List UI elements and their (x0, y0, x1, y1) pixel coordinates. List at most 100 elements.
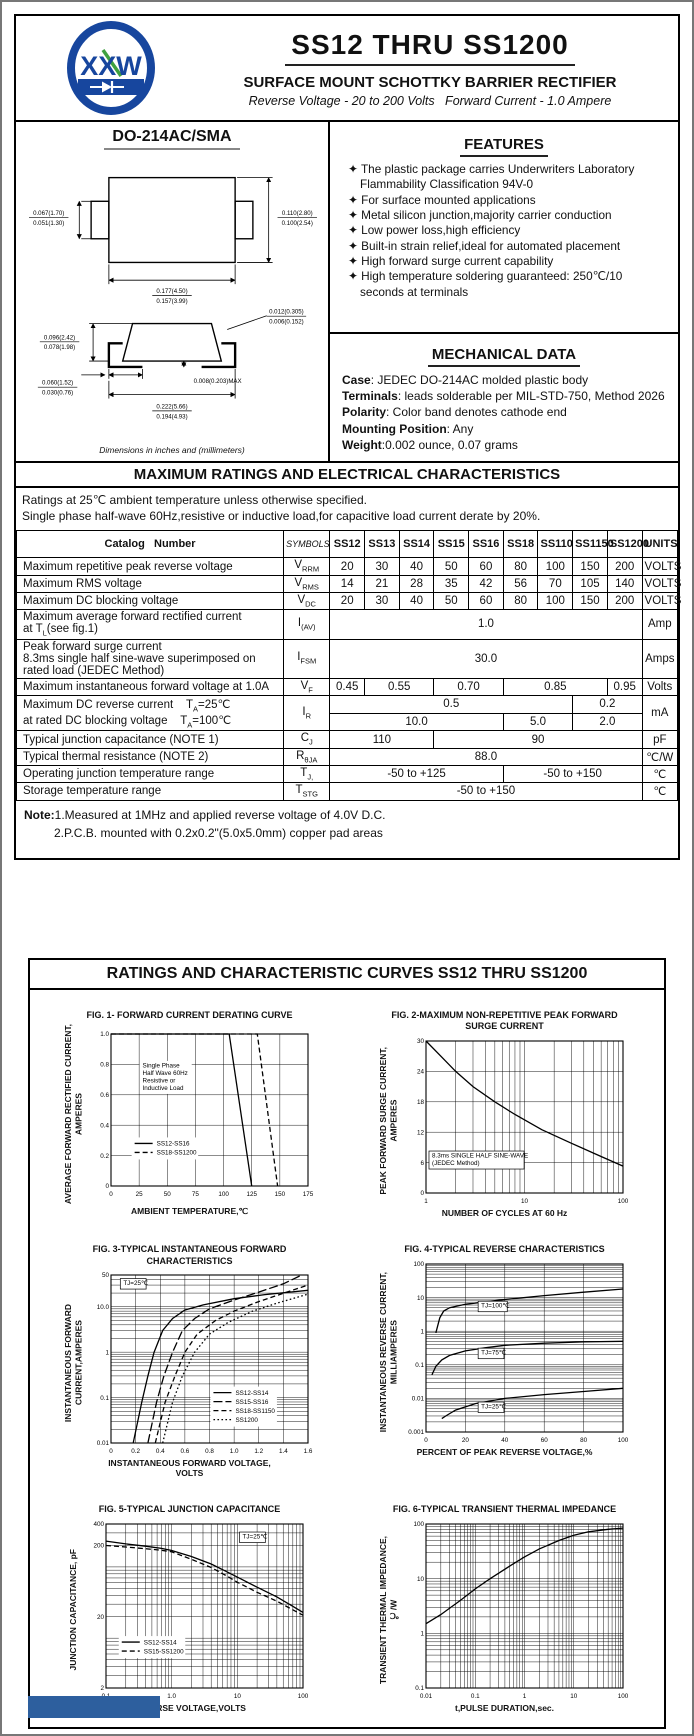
figure-2-plot: 8.3ms SINGLE HALF SINE-WAVE(JEDEC Method… (417, 1038, 629, 1205)
svg-text:1: 1 (424, 1198, 428, 1205)
note-line-1: Note:1.Measured at 1MHz and applied reve… (24, 807, 386, 822)
svg-text:100: 100 (618, 1693, 629, 1700)
mechanical-line: Mounting Position: Any (342, 421, 474, 436)
mechanical-section: MECHANICAL DATA Case: JEDEC DO-214AC mol… (330, 334, 678, 461)
svg-text:SS12-SS16: SS12-SS16 (157, 1141, 190, 1148)
table-cell: -50 to +150 (329, 782, 643, 801)
table-cell: 0.70 (433, 677, 504, 696)
svg-text:1.6: 1.6 (304, 1448, 313, 1455)
curves-section: RATINGS AND CHARACTERISTIC CURVES SS12 T… (28, 957, 666, 1730)
middle-row: DO-214AC/SMA (16, 120, 678, 461)
table-cell: Volts (641, 677, 679, 696)
table-row: Typical thermal resistance (NOTE 2) RθJA 8… (15, 747, 679, 767)
figure-4-title: FIG. 4-TYPICAL REVERSE CHARACTERISTICS (404, 1244, 605, 1255)
table-cell: Storage temperature range (15, 782, 285, 801)
table-row: Maximum DC reverse current TA=25℃ at rate… (15, 694, 679, 732)
dim-text: 0.222(5.66) (156, 403, 187, 410)
notes: Note:1.Measured at 1MHz and applied reve… (16, 801, 678, 858)
table-cell: CJ (283, 730, 331, 749)
table-cell: VDC (283, 591, 331, 611)
table-cell: 28 (398, 574, 435, 593)
svg-text:TJ=25℃: TJ=25℃ (242, 1534, 267, 1541)
table-cell: 5.0 (502, 712, 574, 732)
column-header: SS18 (502, 530, 539, 559)
svg-text:10: 10 (417, 1576, 425, 1583)
mechanical-line: Terminals: leads solderable per MIL-STD-… (342, 389, 665, 404)
rating-line: Reverse Voltage - 20 to 200 Volts Forwar… (248, 93, 612, 108)
figure-4-ylabel: INSTANTANEOUS REVERSE CURRENT, MILLIAMPE… (377, 1271, 399, 1432)
intro-line-1: Ratings at 25℃ ambient temperature unles… (22, 493, 367, 507)
svg-text:175: 175 (303, 1191, 314, 1198)
package-title: DO-214AC/SMA (104, 128, 240, 150)
table-row: Storage temperature range TSTG -50 to +150… (15, 782, 679, 801)
dim-text: 0.100(2.54) (282, 220, 313, 227)
page-title: SS12 THRU SS1200 (291, 28, 569, 60)
table-row: Maximum average forward rectified curren… (15, 609, 679, 640)
table-cell: Operating junction temperature range (15, 765, 285, 784)
svg-text:SS18-SS1200: SS18-SS1200 (157, 1150, 197, 1157)
table-cell: 1.0 (329, 609, 643, 640)
feature-item: ✦ Built-in strain relief,ideal for autom… (348, 238, 621, 253)
dim-text: 0.177(4.50) (156, 288, 187, 295)
figure-1-title: FIG. 1- FORWARD CURRENT DERATING CURVE (86, 1009, 293, 1020)
svg-text:(JEDEC Method): (JEDEC Method) (432, 1160, 480, 1167)
table-cell: 50 (433, 557, 470, 576)
table-cell: 30 (364, 557, 400, 576)
svg-text:12: 12 (417, 1129, 425, 1136)
features-heading: FEATURES (340, 136, 668, 157)
svg-text:SS12-SS14: SS12-SS14 (236, 1390, 269, 1397)
table-cell: 35 (433, 574, 470, 593)
table-cell: 80 (502, 557, 539, 576)
svg-text:0.8: 0.8 (205, 1448, 214, 1455)
figures-grid: FIG. 1- FORWARD CURRENT DERATING CURVE A… (30, 990, 664, 1727)
dim-text: 0.096(2.42) (44, 334, 75, 341)
svg-text:6: 6 (421, 1160, 425, 1167)
column-header: Catalog Number (15, 530, 285, 559)
svg-text:24: 24 (417, 1069, 425, 1076)
figure-3-title: FIG. 3-TYPICAL INSTANTANEOUS FORWARD CHA… (92, 1244, 287, 1266)
table-cell: Maximum DC blocking voltage (15, 591, 285, 611)
table-cell: 56 (502, 574, 539, 593)
table-cell: Peak forward surge current 8.3ms single h… (15, 638, 285, 679)
footer-bar (28, 1696, 160, 1718)
svg-text:2: 2 (100, 1685, 104, 1692)
dim-text: 0.008(0.203)MAX (194, 378, 242, 385)
table-cell: I(AV) (283, 609, 331, 640)
feature-item: ✦ For surface mounted applications (348, 192, 536, 207)
features-section: FEATURES ✦ The plastic package carries U… (330, 122, 678, 335)
column-header: SS110 (537, 530, 574, 559)
table-cell: 0.95 (606, 677, 643, 696)
title-block: SS12 THRU SS1200 SURFACE MOUNT SCHOTTKY … (206, 29, 678, 108)
mechanical-heading: MECHANICAL DATA (342, 346, 666, 368)
svg-text:0.4: 0.4 (156, 1448, 165, 1455)
svg-text:1: 1 (523, 1693, 527, 1700)
logo-text: XXW (80, 51, 142, 81)
svg-text:Resistive or: Resistive or (143, 1078, 176, 1085)
svg-text:TJ=25℃: TJ=25℃ (123, 1280, 148, 1287)
page-subtitle: SURFACE MOUNT SCHOTTKY BARRIER RECTIFIER (243, 73, 617, 91)
figure-5-title: FIG. 5-TYPICAL JUNCTION CAPACITANCE (98, 1504, 281, 1515)
figure-5-plot: TJ=25℃SS12-SS14SS15-SS12000.11.010100220… (93, 1521, 308, 1700)
table-cell: 50 (433, 591, 470, 611)
figure-3-plot: TJ=25℃ SS12-SS14 SS15-SS16 SS18-SS1150 SS120… (97, 1273, 313, 1456)
column-header: SS13 (364, 530, 400, 559)
table-cell: 0.45 (329, 677, 366, 696)
table-cell: ℃ (641, 782, 679, 801)
svg-text:0.2: 0.2 (100, 1153, 109, 1160)
table-cell: 2.0 (572, 712, 643, 732)
table-row: Operating junction temperature range TJ, -… (15, 765, 679, 784)
svg-text:1.0: 1.0 (100, 1032, 109, 1039)
figure-6-ylabel: TRANSIENT THERMAL IMPEDANCE, ℃/W (377, 1536, 399, 1685)
table-cell: Maximum DC reverse current TA=25℃ at rate… (15, 694, 285, 732)
table-cell: ℃ (641, 765, 679, 784)
table-cell: 90 (433, 730, 643, 749)
table-cell: Amp (641, 609, 679, 640)
svg-text:125: 125 (247, 1191, 258, 1198)
table-cell: TJ, (283, 765, 331, 784)
svg-text:TJ=25℃: TJ=25℃ (481, 1403, 506, 1410)
table-cell: VOLTS (641, 574, 681, 593)
svg-text:10: 10 (521, 1198, 529, 1205)
column-header: SS16 (468, 530, 504, 559)
